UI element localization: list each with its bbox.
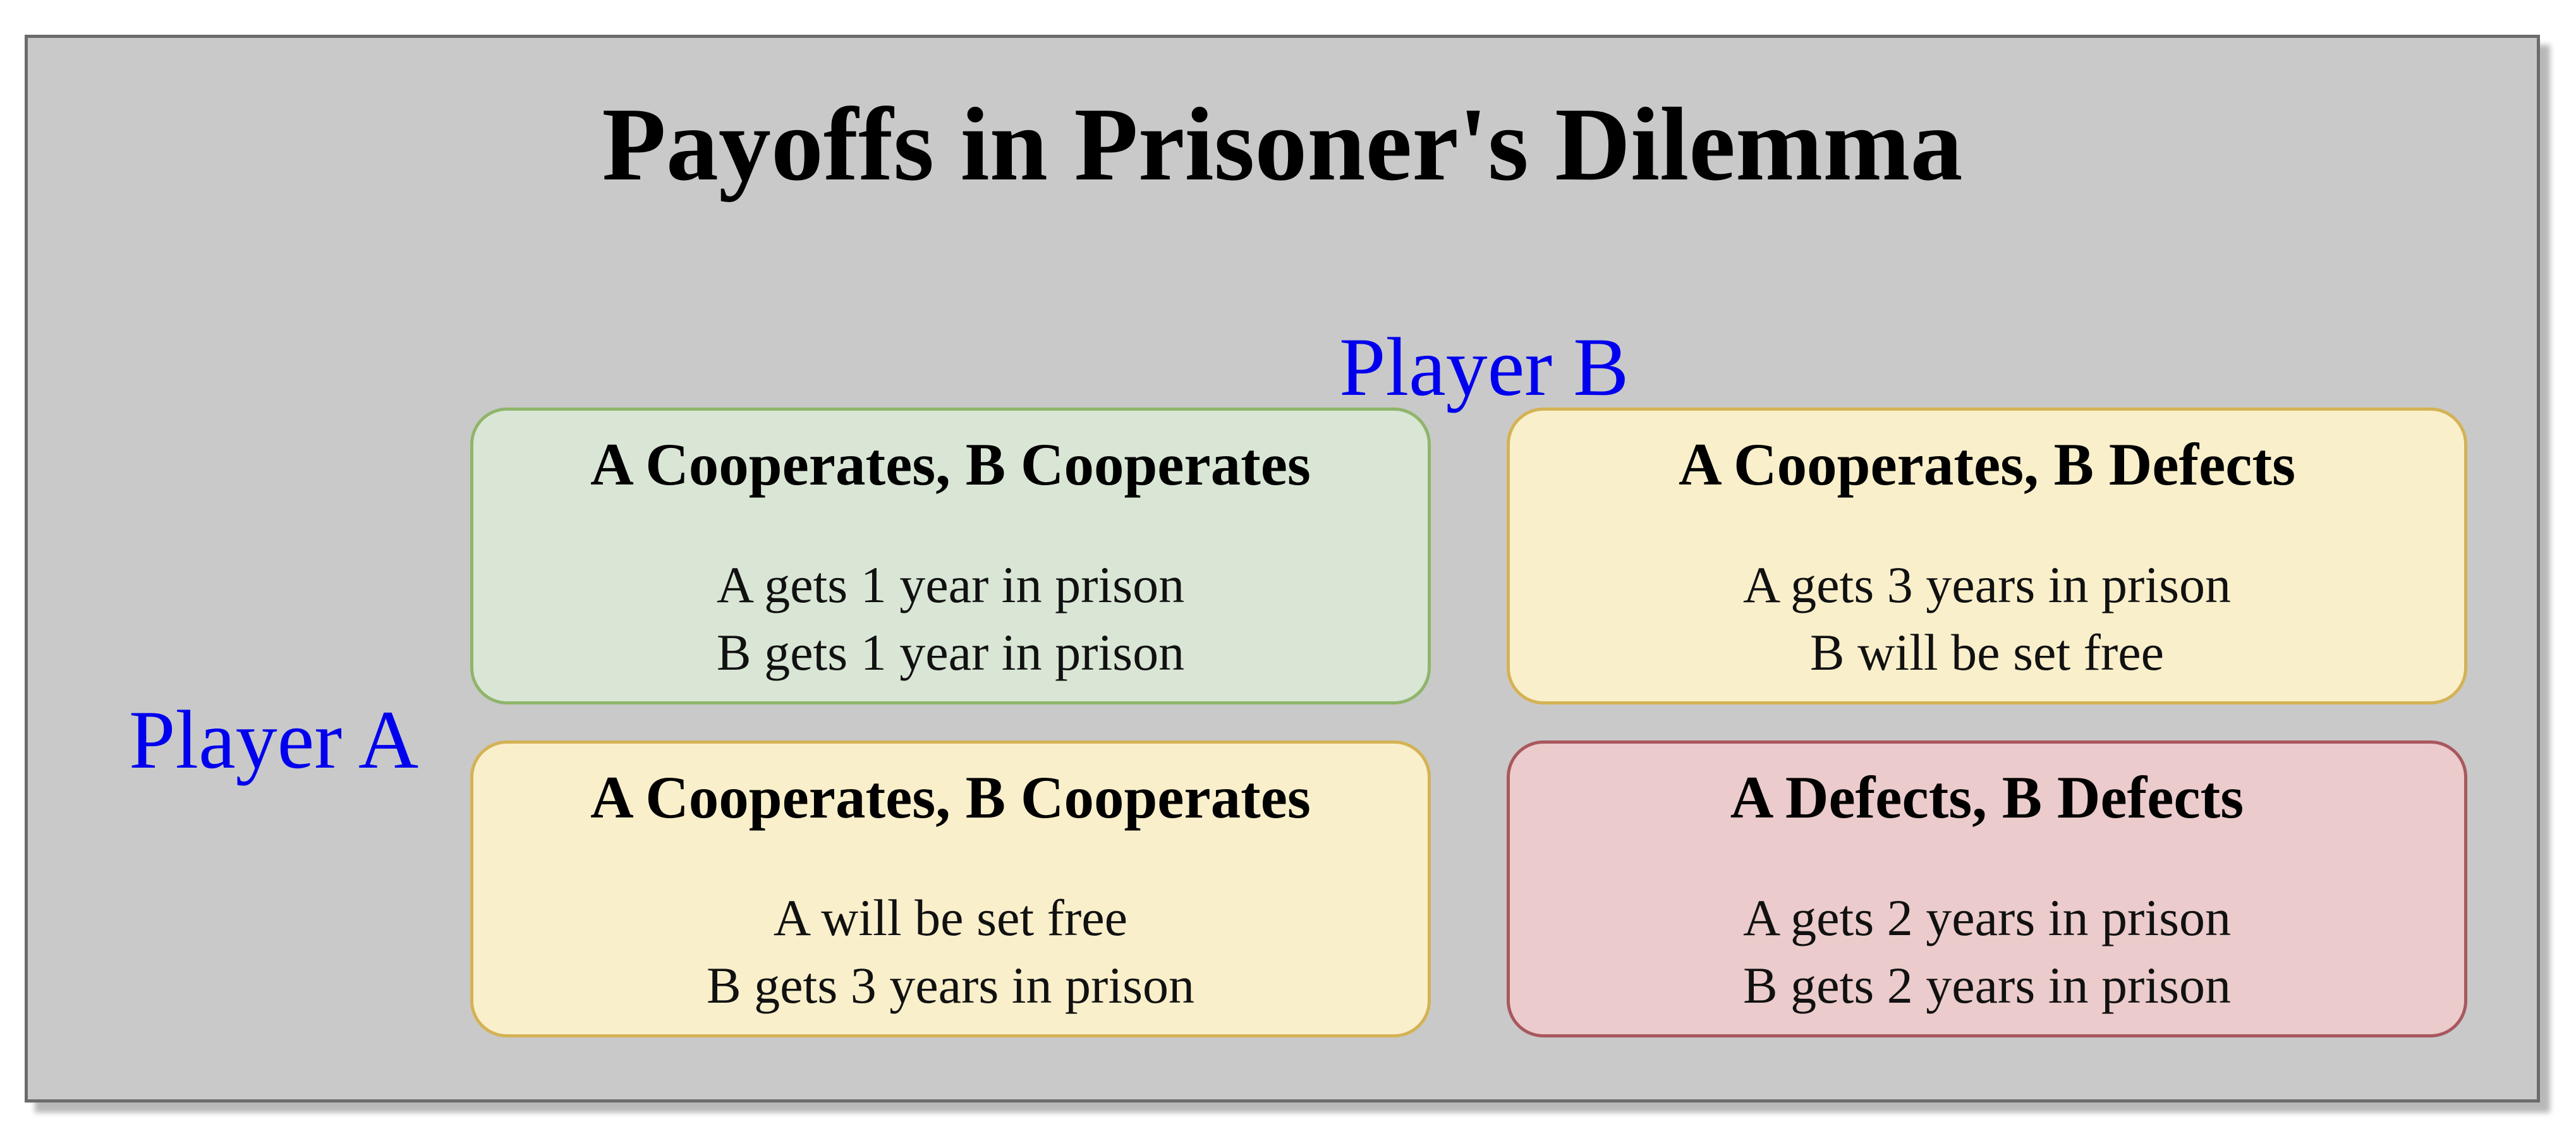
cell-payoff-a: A gets 2 years in prison xyxy=(1742,889,2232,946)
cell-payoff-b: B gets 1 year in prison xyxy=(716,624,1185,681)
player-a-label: Player A xyxy=(129,693,419,786)
cell-title: A Cooperates, B Defects xyxy=(1678,431,2296,498)
cell-payoff-a: A will be set free xyxy=(773,889,1128,946)
payoff-cell-defect-defect: A Defects, B Defects A gets 2 years in p… xyxy=(1507,740,2467,1037)
player-b-label: Player B xyxy=(1339,320,1629,413)
diagram-title: Payoffs in Prisoner's Dilemma xyxy=(602,86,1963,202)
diagram-panel: Payoffs in Prisoner's Dilemma Player B P… xyxy=(25,35,2540,1103)
payoff-cell-defect-cooperate: A Cooperates, B Cooperates A will be set… xyxy=(470,740,1431,1037)
cell-payoff-a: A gets 3 years in prison xyxy=(1742,556,2232,613)
cell-payoff-b: B gets 3 years in prison xyxy=(706,957,1195,1014)
cell-title: A Defects, B Defects xyxy=(1730,764,2244,831)
payoff-cell-cooperate-defect: A Cooperates, B Defects A gets 3 years i… xyxy=(1507,408,2467,704)
cell-payoff-b: B will be set free xyxy=(1809,624,2165,681)
cell-title: A Cooperates, B Cooperates xyxy=(590,764,1311,831)
cell-payoff-b: B gets 2 years in prison xyxy=(1742,957,2232,1014)
payoff-cell-cooperate-cooperate: A Cooperates, B Cooperates A gets 1 year… xyxy=(470,408,1431,704)
cell-payoff-a: A gets 1 year in prison xyxy=(716,556,1185,613)
cell-title: A Cooperates, B Cooperates xyxy=(590,431,1311,498)
